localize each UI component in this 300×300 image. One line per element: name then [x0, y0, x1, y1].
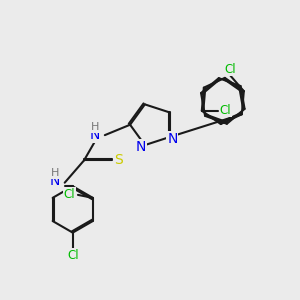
Text: H: H — [91, 122, 100, 132]
Text: N: N — [50, 174, 60, 188]
Text: N: N — [167, 132, 178, 146]
Text: Cl: Cl — [64, 188, 75, 201]
Text: Cl: Cl — [67, 249, 79, 262]
Text: N: N — [136, 140, 146, 154]
Text: Cl: Cl — [220, 104, 231, 117]
Text: S: S — [114, 153, 123, 167]
Text: Cl: Cl — [224, 63, 236, 76]
Text: N: N — [90, 128, 101, 142]
Text: H: H — [51, 168, 59, 178]
